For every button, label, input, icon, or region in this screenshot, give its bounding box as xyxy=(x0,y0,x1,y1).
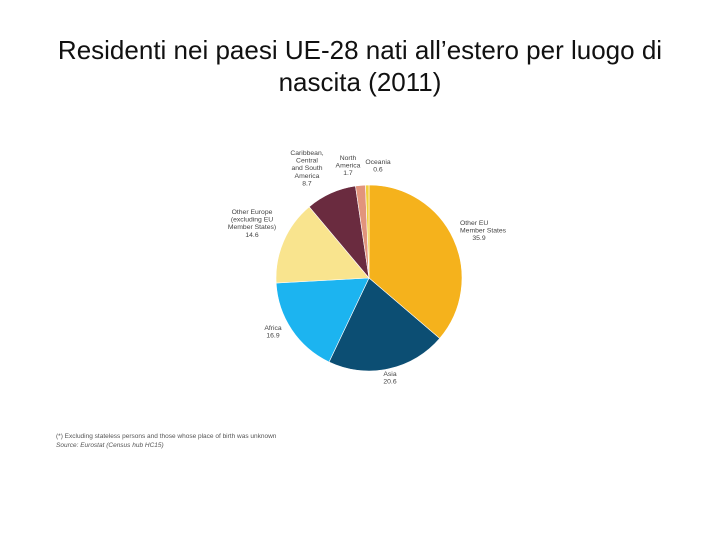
pie-slice-other-eu-member-states xyxy=(368,184,463,339)
pie-slice-asia xyxy=(328,277,441,372)
slice-value-label: 16.9 xyxy=(266,333,279,340)
slice-name-label: Other Europe (excluding EU Member States) xyxy=(228,209,276,231)
slide-title-line-1: Residenti nei paesi UE-28 nati all’ester… xyxy=(57,35,663,65)
slice-name-label: Oceania xyxy=(365,159,391,166)
footnote-note: (*) Excluding stateless persons and thos… xyxy=(56,433,277,440)
slice-label-other-europe-excluding-eu-member-states: Other Europe (excluding EU Member States)1… xyxy=(228,209,276,239)
slice-value-label: 1.7 xyxy=(343,170,353,177)
slide-title-line-2: nascita (2011) xyxy=(278,67,442,97)
slice-name-label: Asia xyxy=(383,371,396,378)
slice-value-label: 20.6 xyxy=(383,379,396,386)
chart-footnotes: (*) Excluding stateless persons and thos… xyxy=(56,432,376,450)
pie-slice-africa xyxy=(275,277,370,363)
footnote-source: Source: Eurostat (Census hub HC15) xyxy=(56,442,164,449)
pie-slice-other-europe-excluding-eu-member-states xyxy=(275,206,370,284)
slice-name-label: Other EU Member States xyxy=(460,220,507,235)
slice-value-label: 8.7 xyxy=(302,180,312,187)
slice-value-label: 35.9 xyxy=(472,235,485,242)
slide-title: Residenti nei paesi UE-28 nati all’ester… xyxy=(40,34,680,98)
slice-name-label: North America xyxy=(336,155,361,170)
pie-slice-oceania xyxy=(365,184,370,279)
slice-value-label: 14.6 xyxy=(245,232,258,239)
slice-value-label: 0.6 xyxy=(373,167,383,174)
slice-name-label: Caribbean, Central and South America xyxy=(290,150,323,180)
slice-name-label: Africa xyxy=(264,325,282,332)
